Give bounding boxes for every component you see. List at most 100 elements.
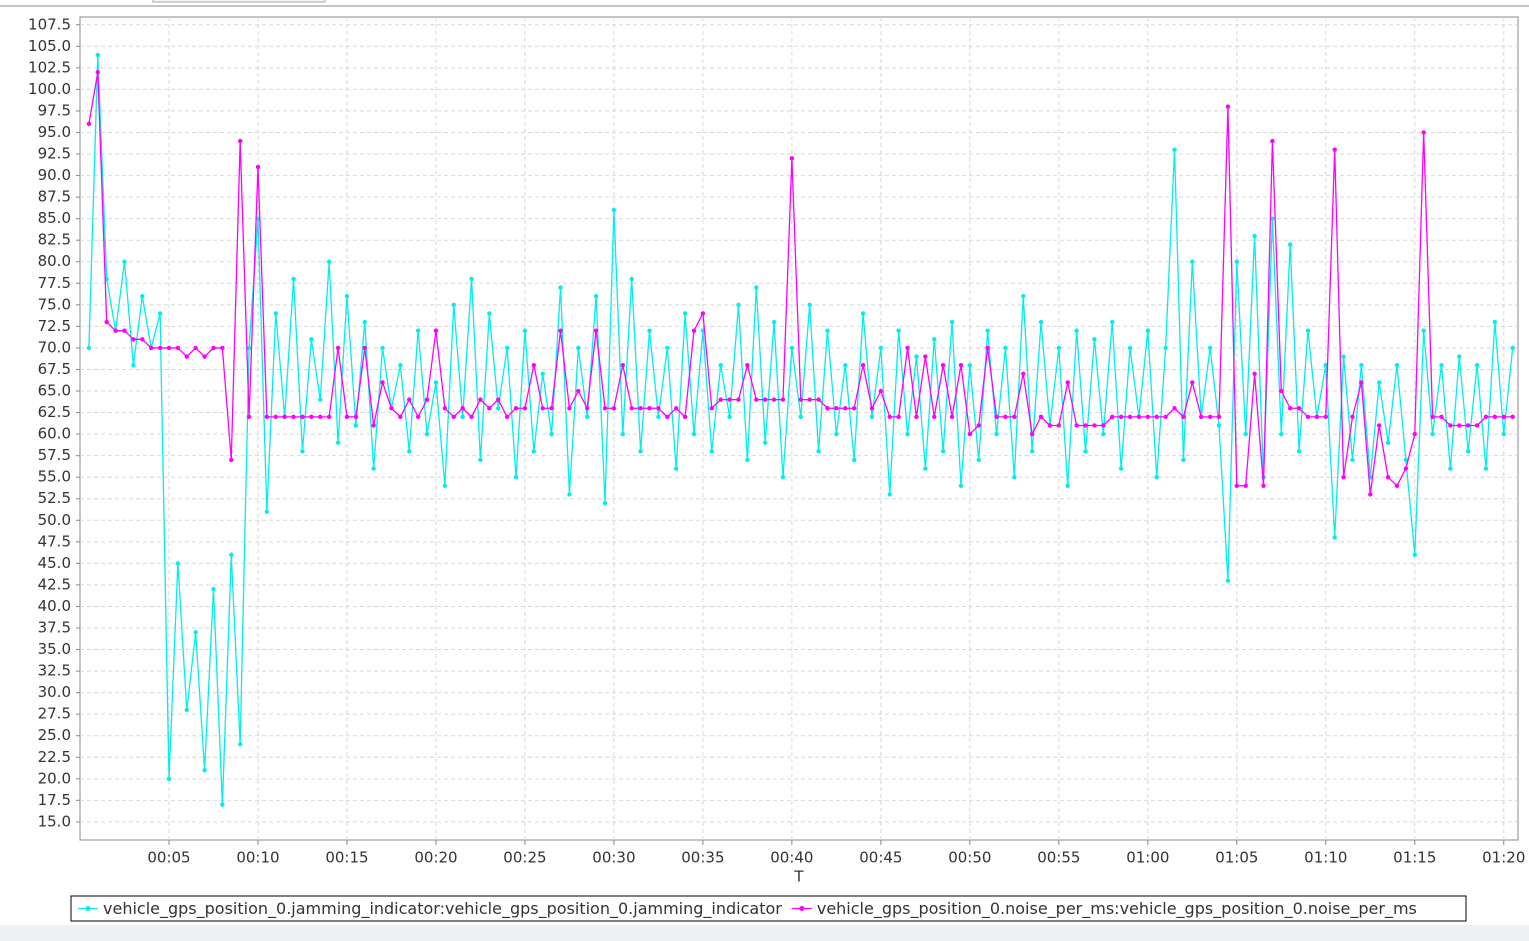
data-point — [193, 630, 198, 635]
data-point — [825, 406, 830, 411]
x-tick-label: 00:55 — [1037, 849, 1080, 867]
data-point — [175, 345, 181, 351]
data-point — [1127, 345, 1133, 351]
x-tick-label: 00:40 — [770, 849, 813, 867]
y-tick-label: 30.0 — [38, 683, 71, 701]
data-point — [932, 337, 937, 342]
data-point — [1118, 414, 1124, 420]
data-point — [1172, 406, 1177, 411]
data-point — [335, 345, 341, 351]
data-point — [558, 328, 563, 333]
data-point — [949, 319, 955, 325]
data-point — [1181, 457, 1186, 463]
data-point — [656, 414, 661, 420]
data-point — [282, 414, 287, 420]
data-point — [1225, 578, 1231, 583]
data-point — [1074, 328, 1079, 333]
data-point — [1492, 319, 1498, 325]
data-point — [407, 397, 412, 402]
data-point — [237, 742, 243, 747]
data-point — [682, 311, 688, 316]
data-point — [131, 337, 136, 342]
data-point — [789, 156, 795, 161]
legend-marker — [799, 906, 805, 911]
data-point — [1430, 431, 1435, 437]
data-point — [1190, 380, 1195, 385]
data-point — [469, 276, 474, 282]
data-point — [415, 414, 421, 420]
data-point — [558, 285, 563, 290]
data-point — [674, 406, 679, 411]
data-point — [433, 380, 439, 385]
data-point — [122, 259, 127, 264]
data-point — [780, 474, 786, 480]
data-point — [1154, 474, 1159, 480]
data-point — [994, 431, 999, 437]
data-point — [629, 406, 634, 411]
data-point — [949, 414, 955, 420]
data-point — [1394, 362, 1400, 368]
data-point — [914, 414, 919, 420]
x-tick-label: 01:15 — [1393, 849, 1436, 867]
data-point — [1359, 380, 1364, 385]
data-point — [335, 440, 341, 445]
data-point — [1012, 414, 1017, 420]
data-point — [567, 406, 572, 411]
data-point — [1474, 362, 1480, 368]
data-point — [647, 406, 652, 411]
data-point — [1448, 466, 1453, 471]
data-point — [1101, 423, 1106, 428]
data-point — [691, 328, 697, 333]
data-point — [531, 449, 537, 454]
data-point — [1376, 423, 1382, 428]
data-point — [407, 449, 412, 454]
data-point — [157, 345, 163, 351]
data-point — [745, 457, 750, 463]
data-point — [175, 561, 181, 566]
data-point — [1403, 457, 1409, 463]
data-point — [834, 431, 839, 437]
data-point — [1101, 431, 1106, 437]
data-point — [1394, 483, 1400, 489]
data-point — [1012, 474, 1017, 480]
data-point — [353, 423, 359, 428]
data-point — [1483, 414, 1489, 420]
data-point — [691, 431, 697, 437]
data-point — [611, 207, 617, 213]
data-point — [1483, 466, 1489, 471]
y-tick-label: 87.5 — [38, 188, 71, 206]
tab — [152, 0, 326, 3]
data-point — [780, 397, 786, 402]
data-point — [1501, 414, 1506, 420]
data-point — [1056, 345, 1062, 351]
data-point — [1181, 414, 1186, 420]
x-tick-label: 00:35 — [681, 849, 724, 867]
data-point — [1510, 345, 1515, 351]
x-tick-label: 01:05 — [1215, 849, 1258, 867]
data-point — [985, 345, 990, 351]
data-point — [1003, 414, 1008, 420]
data-point — [754, 397, 759, 402]
y-tick-label: 72.5 — [38, 317, 71, 335]
data-point — [700, 311, 706, 316]
data-point — [878, 345, 884, 351]
data-point — [1430, 414, 1435, 420]
data-point — [611, 406, 617, 411]
data-point — [264, 509, 270, 514]
data-point — [762, 440, 768, 445]
data-point — [86, 345, 92, 351]
y-tick-label: 105.0 — [28, 37, 71, 55]
data-point — [95, 69, 100, 75]
data-point — [1243, 483, 1248, 489]
data-point — [1261, 483, 1266, 489]
data-point — [326, 259, 332, 264]
y-tick-label: 35.0 — [38, 640, 71, 658]
data-point — [362, 319, 367, 325]
y-tick-label: 57.5 — [38, 446, 71, 464]
data-point — [487, 311, 492, 316]
data-point — [1341, 354, 1346, 359]
data-point — [140, 337, 145, 342]
y-tick-label: 52.5 — [38, 489, 71, 507]
data-point — [380, 345, 385, 351]
